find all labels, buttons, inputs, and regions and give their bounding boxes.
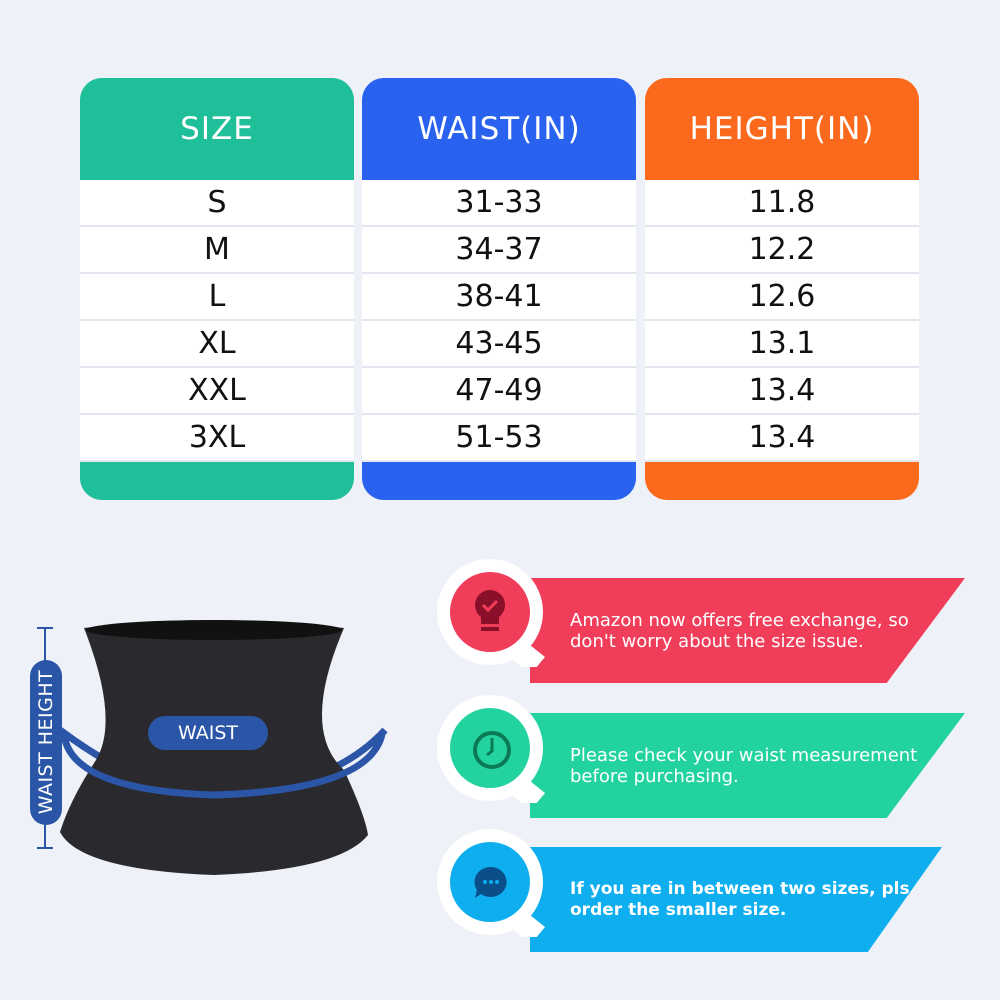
tip-text: If you are in between two sizes, pls ord… <box>570 878 910 920</box>
clock-icon <box>437 695 545 803</box>
table-cell: M <box>80 227 354 274</box>
table-cell: XL <box>80 321 354 368</box>
waist-label: WAIST <box>148 716 268 750</box>
table-cell: 3XL <box>80 415 354 462</box>
table-cell: L <box>80 274 354 321</box>
table-cell: 34-37 <box>362 227 636 274</box>
tip-text: Amazon now offers free exchange, so don'… <box>570 609 909 652</box>
waist-ring-front <box>60 733 386 799</box>
waist-column: WAIST(IN) 31-33 34-37 38-41 43-45 47-49 … <box>362 78 636 500</box>
size-column: SIZE S M L XL XXL 3XL <box>80 78 354 500</box>
table-cell: 13.4 <box>645 368 919 415</box>
table-cell: 12.2 <box>645 227 919 274</box>
table-cell: XXL <box>80 368 354 415</box>
column-header: HEIGHT(IN) <box>689 111 875 147</box>
table-cell: 51-53 <box>362 415 636 462</box>
chat-bubble-icon <box>437 829 545 937</box>
lightbulb-check-icon <box>437 559 545 667</box>
waist-height-label: WAIST HEIGHT <box>35 669 57 815</box>
table-cell: 43-45 <box>362 321 636 368</box>
waist-height-badge <box>30 660 62 825</box>
tip-banner-measure: Please check your waist measurement befo… <box>530 713 965 818</box>
table-cell: 31-33 <box>362 180 636 227</box>
table-cell: 11.8 <box>645 180 919 227</box>
table-cell: 12.6 <box>645 274 919 321</box>
table-cell: 13.4 <box>645 415 919 462</box>
tip-banner-exchange: Amazon now offers free exchange, so don'… <box>530 578 965 683</box>
table-cell: 47-49 <box>362 368 636 415</box>
tip-banner-size: If you are in between two sizes, pls ord… <box>530 847 942 952</box>
tip-text: Please check your waist measurement befo… <box>570 744 918 787</box>
table-cell: S <box>80 180 354 227</box>
height-column: HEIGHT(IN) 11.8 12.2 12.6 13.1 13.4 13.4 <box>645 78 919 500</box>
column-header: WAIST(IN) <box>417 111 581 147</box>
table-cell: 13.1 <box>645 321 919 368</box>
table-cell: 38-41 <box>362 274 636 321</box>
waist-trainer-opening <box>86 620 342 640</box>
column-header: SIZE <box>180 111 254 147</box>
